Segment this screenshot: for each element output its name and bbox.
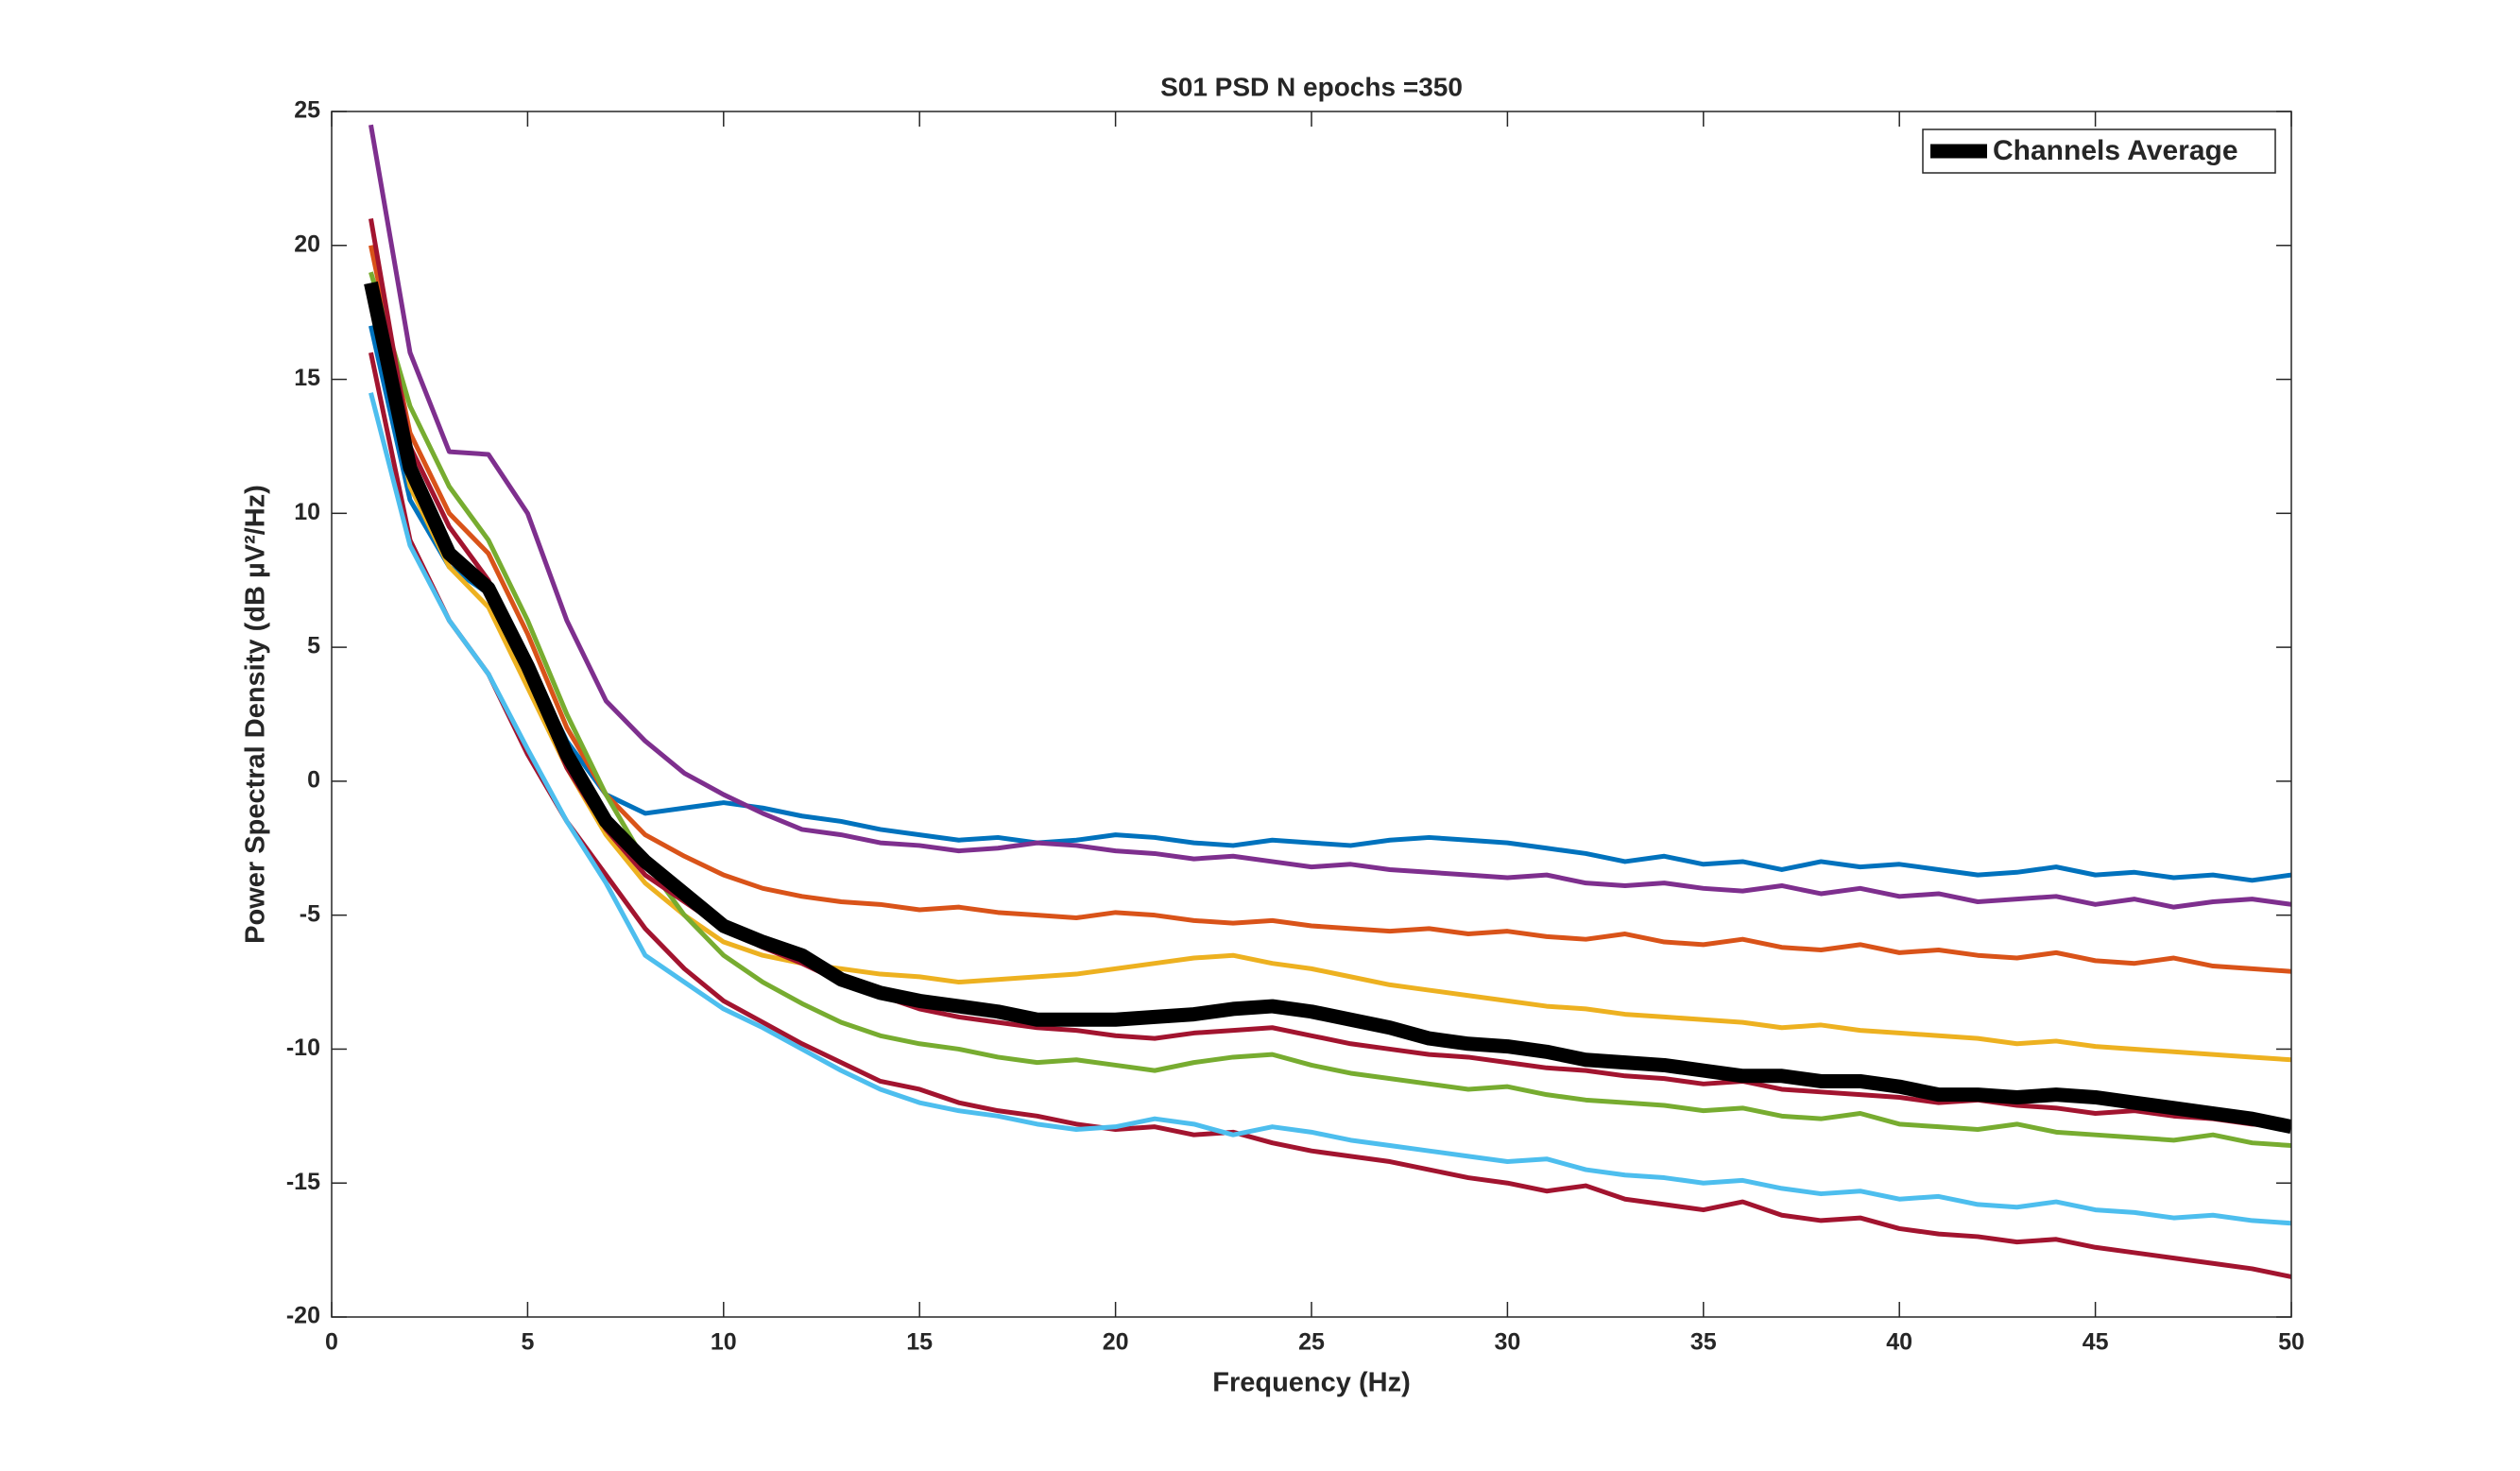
y-tick-label: -10 xyxy=(286,1035,320,1061)
y-tick-label: 15 xyxy=(294,365,320,391)
x-tick-label: 15 xyxy=(906,1329,933,1356)
plot-area xyxy=(332,111,2291,1317)
x-tick-label: 30 xyxy=(1494,1329,1520,1356)
x-axis-label: Frequency (Hz) xyxy=(1212,1368,1410,1398)
chart-title: S01 PSD N epochs =350 xyxy=(1160,72,1463,101)
x-tick-label: 5 xyxy=(521,1329,534,1356)
x-tick-label: 25 xyxy=(1298,1329,1325,1356)
y-tick-label: -20 xyxy=(286,1303,320,1329)
y-tick-label: 10 xyxy=(294,499,320,525)
average-line xyxy=(364,281,2291,1135)
channel-line xyxy=(369,351,2291,1279)
x-tick-label: 35 xyxy=(1690,1329,1717,1356)
channel-line xyxy=(369,124,2291,910)
y-tick-label: 0 xyxy=(307,766,320,793)
x-tick-label: 40 xyxy=(1886,1329,1912,1356)
channel-line xyxy=(369,325,2291,883)
channel-line xyxy=(369,245,2291,974)
channel-line xyxy=(369,271,2291,1149)
y-tick-label: 25 xyxy=(294,97,320,124)
y-tick-label: -5 xyxy=(300,900,320,927)
y-tick-label: 5 xyxy=(307,633,320,659)
x-tick-label: 10 xyxy=(711,1329,737,1356)
lines xyxy=(364,124,2291,1279)
y-axis-label: Power Spectral Density (dB µV²/Hz) xyxy=(241,485,271,944)
x-tick-label: 0 xyxy=(325,1329,338,1356)
y-tick-label: -15 xyxy=(286,1169,320,1195)
x-tick-label: 50 xyxy=(2278,1329,2305,1356)
x-tick-label: 20 xyxy=(1103,1329,1129,1356)
legend-label: Channels Average xyxy=(1993,135,2238,166)
x-tick-label: 45 xyxy=(2083,1329,2109,1356)
channel-line xyxy=(369,392,2291,1226)
y-tick-label: 20 xyxy=(294,231,320,257)
